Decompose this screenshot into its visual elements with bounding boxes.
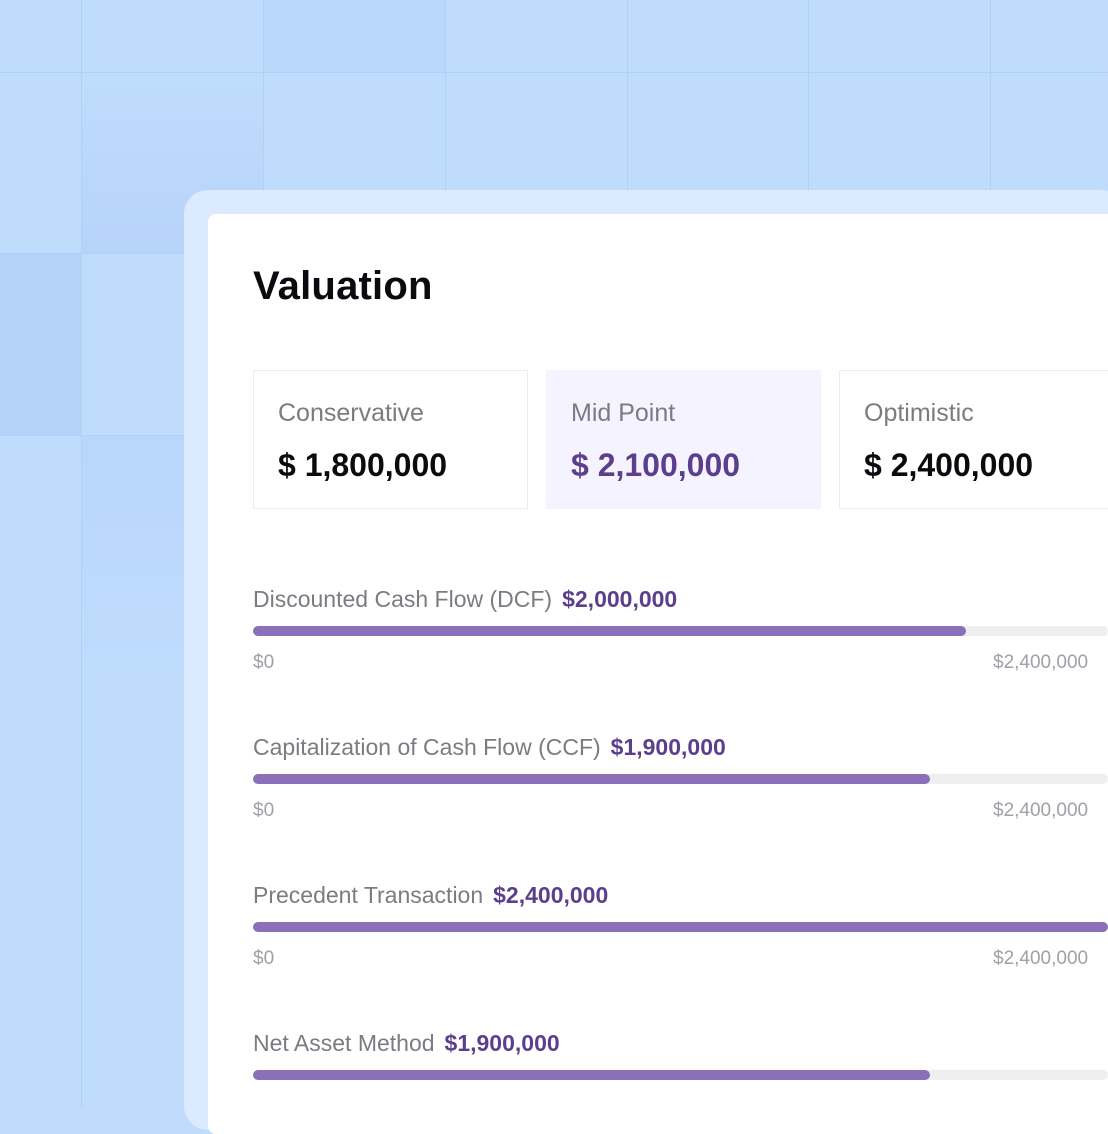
optimistic-box[interactable]: Optimistic $ 2,400,000 [839,370,1108,509]
method-bar-track [253,774,1108,784]
method-bar-track [253,1070,1108,1080]
method-net-asset: Net Asset Method $1,900,000 [253,1030,1108,1134]
axis-max-label: $2,400,000 [993,800,1089,821]
method-bar-track [253,626,1108,636]
conservative-box[interactable]: Conservative $ 1,800,000 [253,370,528,509]
axis-min-label: $0 [253,948,275,969]
method-dcf: Discounted Cash Flow (DCF) $2,000,000 $0 … [253,586,1108,696]
method-precedent-transaction: Precedent Transaction $2,400,000 $0 $2,40… [253,882,1108,992]
mid-point-value: $ 2,100,000 [571,447,741,483]
conservative-label: Conservative [278,399,424,427]
background-tile [0,253,81,435]
method-bar-fill [253,774,930,784]
axis-max-label: $2,400,000 [993,652,1089,673]
optimistic-label: Optimistic [864,399,974,427]
method-value: $2,400,000 [493,882,609,908]
mid-point-box[interactable]: Mid Point $ 2,100,000 [546,370,821,509]
card-title: Valuation [253,264,433,308]
optimistic-value: $ 2,400,000 [864,447,1034,483]
method-value: $2,000,000 [562,586,678,612]
background-tile [263,0,446,72]
background-tile [81,435,184,675]
conservative-value: $ 1,800,000 [278,447,448,483]
method-name: Capitalization of Cash Flow (CCF) [253,734,601,760]
method-bar-track [253,922,1108,932]
method-bar-fill [253,626,966,636]
axis-min-label: $0 [253,652,275,673]
mid-point-label: Mid Point [571,399,676,427]
method-ccf: Capitalization of Cash Flow (CCF) $1,900,… [253,734,1108,844]
method-value: $1,900,000 [610,734,726,760]
method-value: $1,900,000 [444,1030,560,1056]
axis-max-label: $2,400,000 [993,948,1089,969]
method-name: Precedent Transaction [253,882,484,908]
axis-min-label: $0 [253,800,275,821]
method-name: Discounted Cash Flow (DCF) [253,586,553,612]
method-bar-fill [253,1070,930,1080]
method-bar-fill [253,922,1108,932]
method-name: Net Asset Method [253,1030,435,1056]
valuation-card: Valuation Conservative $ 1,800,000 Mid P… [208,214,1108,1134]
